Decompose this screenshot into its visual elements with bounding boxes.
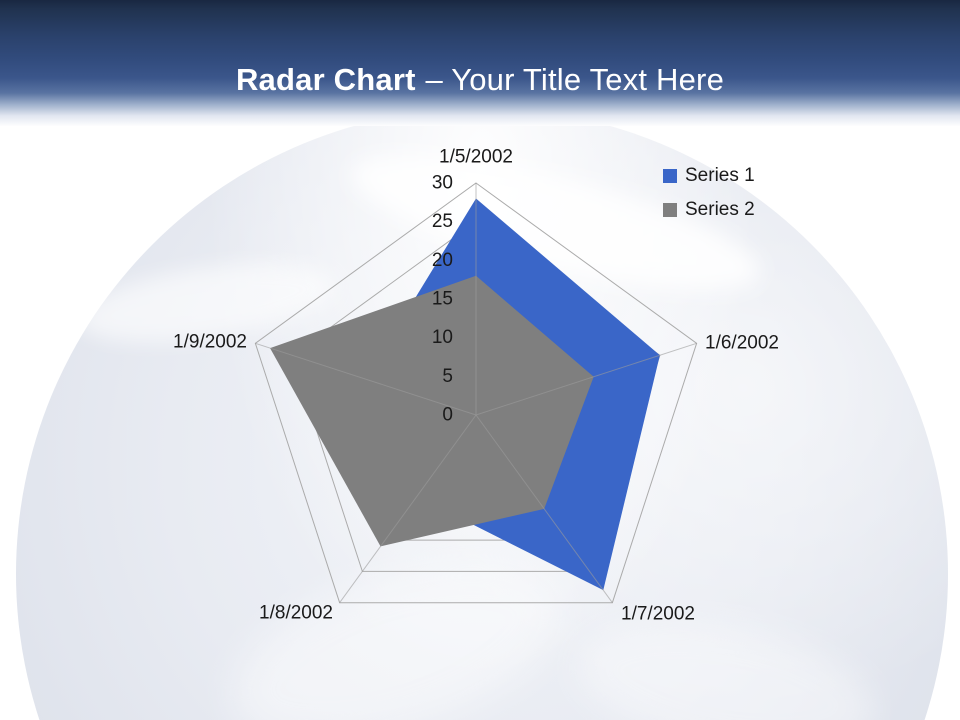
legend-swatch-icon [663,203,677,217]
legend-swatch-icon [663,169,677,183]
radar-axis-spoke [339,414,477,603]
title-banner: Radar Chart – Your Title Text Here [0,0,960,126]
legend-item: Series 2 [663,200,755,220]
category-axis-label: 1/5/2002 [439,147,513,168]
radial-axis-tick-label: 5 [442,366,453,387]
radar-axis-spoke [475,414,613,603]
category-axis-label: 1/7/2002 [621,604,695,625]
category-axis-label: 1/8/2002 [259,603,333,624]
legend-label: Series 1 [685,165,755,186]
legend-label: Series 2 [685,199,755,220]
radar-series-2-area [270,275,594,547]
category-axis-label: 1/6/2002 [705,333,779,354]
legend-item: Series 1 [663,166,755,186]
radar-gridline-ring [254,182,698,604]
slide-title: Radar Chart – Your Title Text Here [0,62,960,98]
radial-axis-tick-label: 30 [432,173,453,194]
radar-axis-spoke [255,342,477,416]
radial-axis-tick-label: 10 [432,327,453,348]
chart-legend: Series 1 Series 2 [663,166,755,234]
radar-axis-spoke [475,342,697,416]
slide-title-rest: – Your Title Text Here [425,62,725,97]
radial-axis-tick-label: 15 [432,289,453,310]
slide-title-bold: Radar Chart [235,62,416,97]
radial-axis-tick-label: 0 [442,405,453,426]
radial-axis-tick-label: 25 [432,211,453,232]
category-axis-label: 1/9/2002 [173,332,247,353]
radial-axis-tick-label: 20 [432,250,453,271]
